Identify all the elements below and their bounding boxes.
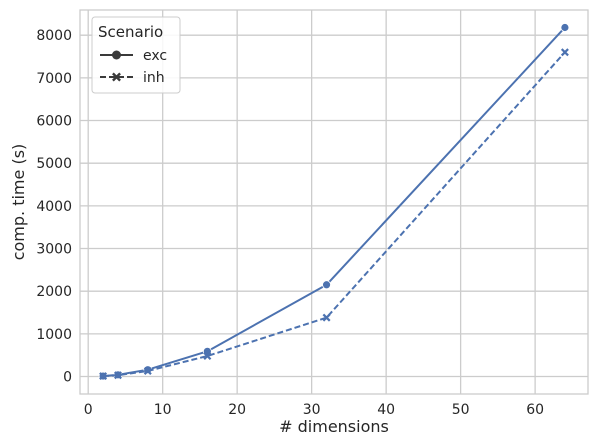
y-tick-label: 1000: [36, 327, 72, 343]
grid: [80, 10, 588, 394]
legend-label-exc: exc: [143, 48, 167, 64]
y-tick-label: 2000: [36, 284, 72, 300]
data-point-inh: [99, 372, 108, 381]
data-point-inh: [203, 352, 212, 361]
x-axis-label: # dimensions: [279, 417, 389, 436]
y-tick-label: 4000: [36, 199, 72, 215]
y-tick-label: 5000: [36, 156, 72, 172]
data-point-exc: [560, 23, 570, 32]
x-tick-label: 20: [228, 402, 246, 418]
series-inh: [99, 48, 569, 381]
legend-label-inh: inh: [143, 70, 165, 86]
series: [98, 23, 570, 381]
y-tick-label: 0: [63, 370, 72, 386]
legend-title: Scenario: [98, 23, 163, 41]
data-point-inh: [322, 313, 331, 322]
series-line-inh: [103, 51, 566, 378]
x-tick-label: 0: [84, 402, 93, 418]
y-axis-label: comp. time (s): [9, 144, 28, 261]
data-point-inh: [143, 366, 152, 375]
legend: Scenario exc inh: [91, 16, 181, 94]
data-point-inh: [114, 371, 122, 380]
legend-entries: exc inh: [100, 48, 167, 86]
x-tick-label: 60: [526, 402, 544, 418]
legend-entry-inh: inh: [100, 70, 165, 86]
legend-marker-exc: [112, 50, 121, 60]
data-point-inh: [560, 48, 569, 57]
tick-labels: 0 10 20 30 40 50 60 0 1000 2000 3000 4000 5000 6000 70…: [36, 28, 544, 418]
x-tick-label: 40: [377, 402, 395, 418]
legend-entry-exc: exc: [100, 48, 167, 64]
x-tick-label: 30: [303, 402, 321, 418]
y-tick-label: 6000: [36, 114, 72, 130]
x-tick-label: 50: [452, 402, 470, 418]
x-tick-label: 10: [154, 402, 172, 418]
y-tick-label: 7000: [36, 71, 72, 87]
legend-marker-inh: [112, 72, 121, 82]
y-tick-label: 8000: [36, 28, 72, 44]
data-point-exc: [322, 280, 331, 290]
y-tick-label: 3000: [36, 242, 72, 258]
